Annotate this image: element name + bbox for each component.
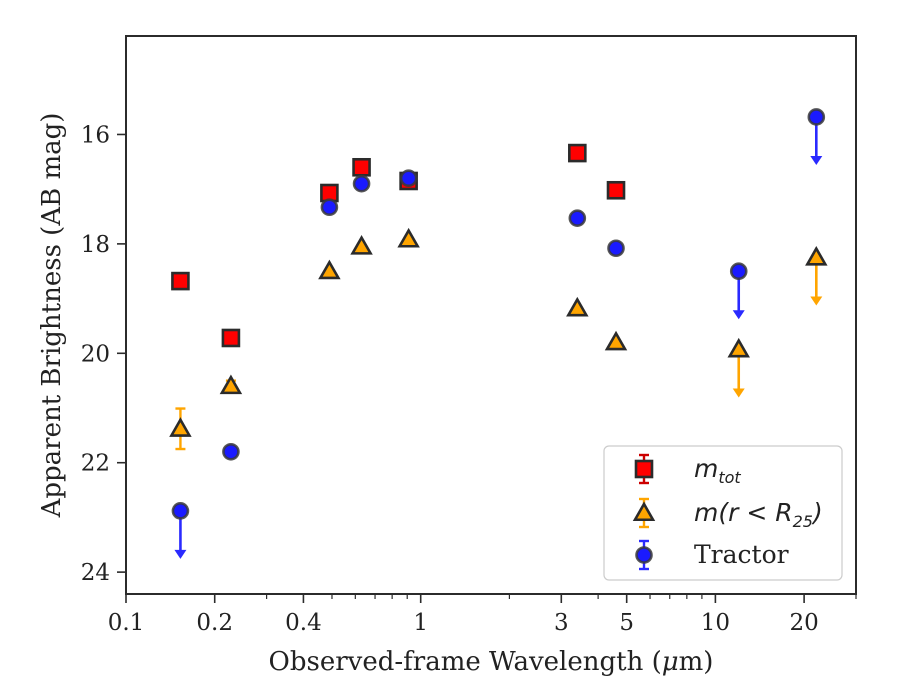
axis-ticks: 0.1 0.2 0.4 1 3 5 10 20 16 18 20 22 24 [81,122,857,636]
y-tick-label: 18 [81,232,110,258]
point-tractor [729,262,748,281]
point-tractor [568,209,587,227]
point-mtot [171,271,190,291]
legend-label-m-r25: m(r < R25) [694,498,823,531]
series-tractor [171,108,826,559]
legend-label-tractor: Tractor [694,540,789,569]
legend-marker-tractor [635,546,653,564]
x-tick-label: 10 [701,610,730,636]
legend-marker-mr25 [632,501,656,522]
legend-box [603,445,843,581]
legend: mtot m(r < R25) Tractor [603,445,843,581]
point-mr25 [805,245,828,266]
point-mr25 [727,337,750,358]
y-tick-label: 22 [81,451,110,477]
point-tractor [320,198,339,217]
legend-marker-mtot [634,459,654,479]
y-tick-label: 20 [81,341,110,367]
point-tractor [399,169,418,188]
point-mr25 [169,417,192,437]
x-tick-label: 0.4 [285,610,322,636]
x-tick-label: 1 [413,610,428,636]
series-mr25 [169,227,828,451]
legend-label-mtot: mtot [694,454,741,487]
x-tick-label: 5 [619,610,634,636]
plot-frame [125,35,857,595]
point-mr25 [219,374,243,395]
upper-limit-tractor-head [810,155,823,165]
point-tractor [807,108,826,126]
upper-limit-tractor-head [732,310,745,320]
point-mr25 [604,330,628,351]
point-mtot [568,143,587,163]
x-tick-label: 20 [789,610,818,636]
upper-limit-mr25-head [732,388,745,398]
point-tractor [352,174,371,193]
point-mr25 [566,296,589,317]
point-tractor [607,239,625,258]
upper-limit-mr25-head [810,296,823,306]
point-mr25 [397,227,420,248]
point-mtot [221,328,241,348]
point-mr25 [318,259,341,280]
point-tractor [222,442,240,461]
x-axis-label: Observed-frame Wavelength (μm) [269,647,714,677]
point-mtot [606,180,626,200]
upper-limit-tractor-head [174,549,187,559]
point-mr25 [350,234,373,255]
y-tick-label: 24 [81,560,110,586]
point-tractor [171,502,190,520]
x-tick-label: 3 [554,610,569,636]
x-tick-label: 0.2 [196,610,233,636]
y-axis-label: Apparent Brightness (AB mag) [37,113,67,519]
y-tick-label: 16 [81,122,110,148]
legend-handles [632,453,656,571]
x-tick-label: 0.1 [108,610,145,636]
point-mtot [352,157,371,177]
data-points [169,108,828,559]
